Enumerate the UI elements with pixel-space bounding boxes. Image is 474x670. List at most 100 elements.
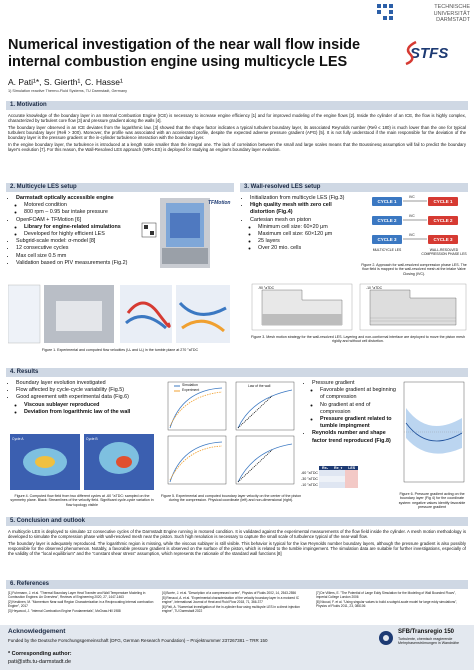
bullet: Good agreement with experimental data (F…: [16, 394, 158, 416]
reference-column: [1] Fuhrmann, J. et al. "Thermal Boundar…: [8, 591, 156, 614]
bullet-list: Boundary layer evolution investigatedFlo…: [8, 380, 158, 416]
figure-caption: Figure 5. Experimental and computed boun…: [160, 494, 302, 503]
sfb-logo: [379, 631, 393, 645]
section-heading: 6. References: [6, 580, 468, 589]
bullet-text: OpenFOAM + TFMotion [6]: [16, 216, 82, 223]
paragraph: [8] Nicoud, F. et al. "Using singular va…: [316, 600, 458, 608]
title: Numerical investigation of the near wall…: [8, 37, 361, 70]
sub-list: Viscous sublayer reproducedDeviation fro…: [16, 402, 158, 416]
bullet: Subgrid-scale model: σ-model [8]: [16, 238, 143, 245]
paragraph: [3] Heywood, J. "Internal Combustion Eng…: [8, 609, 121, 613]
figure1-images: [8, 284, 230, 344]
ivc-label: IVC: [409, 195, 415, 199]
paragraphs: A multicycle LES is deployed to simulate…: [8, 529, 466, 558]
bullet: Over 20 mio. cells: [258, 245, 357, 252]
bullet-text: Pressure gradient related to tumble impi…: [320, 416, 392, 430]
bullet: Reynolds number and shape factor trend r…: [312, 430, 396, 444]
logo-mark: [405, 40, 417, 66]
panel-label: -90 °aTDC: [258, 286, 275, 290]
row-label: -60 °aTDC: [301, 471, 319, 475]
table-header: Re_τ: [331, 466, 346, 470]
paragraph: [4] Borée, J. et al. "Description of a c…: [162, 591, 297, 595]
institution: TECHNISCHE UNIVERSITÄT DARMSTADT: [433, 4, 470, 23]
tfmotion-logo: TFMotion: [208, 200, 231, 206]
paragraph: Accurate knowledge of the boundary layer…: [8, 113, 466, 124]
bullet: Developed for highly efficient LES: [24, 231, 143, 238]
bullet: Boundary layer evolution investigated: [16, 380, 158, 387]
reference-column: [7] De Villiers, E. "The Potential of La…: [316, 591, 466, 609]
bullet: Pressure gradient related to tumble impi…: [320, 416, 396, 430]
bullet: Library for engine-related simulations: [24, 224, 143, 231]
bullet-text: Darmstadt optically accessible engine: [16, 195, 114, 201]
row-label: -10 °aTDC: [301, 483, 319, 487]
ivc-label: IVC: [409, 233, 415, 237]
figure-caption: Figure 6. Pressure gradient acting on th…: [398, 492, 466, 510]
email: pati@stfs.tu-darmstadt.de: [8, 659, 72, 665]
panel-label: -10 °aTDC: [366, 286, 383, 290]
cycle-box: CYCLE 1: [428, 197, 458, 206]
bullet: 800 rpm – 0.95 bar intake pressure: [24, 209, 143, 216]
bullet-text: Deviation from logarithmic law of the wa…: [24, 408, 131, 415]
paragraph: The boundary layer is adequately reprodu…: [8, 540, 466, 557]
panel-label: Cycle B: [86, 437, 98, 441]
section-heading: 4. Results: [6, 368, 468, 377]
bullet: 25 layers: [258, 238, 357, 245]
paragraph: [5] Renaud, A. et al. "Experimental char…: [162, 596, 300, 604]
consortium-subtitle: Turbulente, chemisch reagierende Mehrpha…: [398, 637, 459, 646]
group-logo: STFS: [410, 45, 449, 62]
figure-caption: Figure 3. Mesh motion strategy for the w…: [251, 335, 465, 344]
bullet: Flow affected by cycle-cycle variability…: [16, 387, 158, 394]
bullet-text: Reynolds number and shape factor trend r…: [312, 430, 391, 444]
tu-logo: [377, 4, 393, 20]
table-header: Reₓ: [319, 466, 332, 470]
bullet: Favorable gradient at beginning of compr…: [320, 387, 396, 401]
bullet: Max cell size 0.5 mm: [16, 253, 143, 260]
figure5-plots: [167, 381, 295, 485]
bullet-list: Darmstadt optically accessible engineMot…: [8, 195, 143, 267]
panel-label: Cycle A: [12, 437, 24, 441]
paragraph: In the engine boundary layer, the turbul…: [8, 142, 466, 153]
bullet-text: Good agreement with experimental data (F…: [16, 394, 129, 401]
section-heading: 3. Wall-resolved LES setup: [240, 183, 468, 192]
bullet-list: Initialization from multicycle LES (Fig.…: [242, 195, 357, 253]
consortium: SFB/Transregio 150: [398, 629, 455, 635]
sub-list: Library for engine-related simulationsDe…: [16, 224, 143, 238]
cycle-box: CYCLE 2: [372, 216, 402, 225]
arrows: [403, 200, 427, 240]
cycle-box: CYCLE 3: [372, 235, 402, 244]
cycle-box: CYCLE 1: [372, 197, 402, 206]
paragraph: [1] Fuhrmann, J. et al. "Thermal Boundar…: [8, 591, 146, 599]
bullet: Cartesian mesh on pistonMinimum cell siz…: [250, 217, 357, 253]
row-label: -30 °aTDC: [301, 477, 319, 481]
paragraph: The boundary layer observed in an ICE de…: [8, 124, 466, 141]
affiliation: 1) Simulation reactive Thermo-Fluid Syst…: [8, 89, 128, 93]
authors: A. Pati¹*, S. Gierth¹, C. Hasse¹: [8, 77, 123, 87]
bullet-text: Pressure gradient: [312, 380, 355, 386]
sub-list: Favorable gradient at beginning of compr…: [312, 387, 396, 430]
engine-figure: [141, 198, 210, 268]
bullet: Viscous sublayer reproduced: [24, 402, 158, 409]
section-heading: 1. Motivation: [6, 101, 468, 110]
bullet: Validation based on PIV measurements (Fi…: [16, 260, 143, 267]
figure-caption: Figure 2. Approach for wall-resolved com…: [361, 263, 467, 276]
diagram-label: WALL-RESOLVED COMPRESSION PHASE LES: [421, 248, 467, 256]
cycle-box: CYCLE 2: [428, 216, 458, 225]
bullet-text: Cartesian mesh on piston: [250, 216, 312, 223]
figure3-images: [251, 283, 467, 331]
bullet: Deviation from logarithmic law of the wa…: [24, 409, 158, 416]
sub-list: Motored condition800 rpm – 0.95 bar inta…: [16, 202, 143, 216]
contact-label: * Corresponding author:: [8, 651, 72, 657]
bullet: Motored condition: [24, 202, 143, 209]
annotation: Law of the wall: [248, 384, 271, 388]
table-header: LES: [345, 466, 359, 470]
footer-band: [0, 625, 474, 670]
bullet: Minimum cell size: 60×20 μm: [258, 224, 357, 231]
paragraphs: Accurate knowledge of the boundary layer…: [8, 113, 466, 154]
figure-caption: Figure 4. Computed flow field from two d…: [10, 494, 154, 507]
paragraph: A multicycle LES is deployed to simulate…: [8, 529, 466, 540]
figure-caption: Figure 1. Experimental and computed flow…: [41, 348, 199, 352]
ack-text: Funded by the Deutsche Forschungsgemeins…: [8, 638, 268, 643]
bullet: No gradient at end of compression: [320, 402, 396, 416]
bullet: High quality mesh with zero cell distort…: [250, 202, 357, 216]
